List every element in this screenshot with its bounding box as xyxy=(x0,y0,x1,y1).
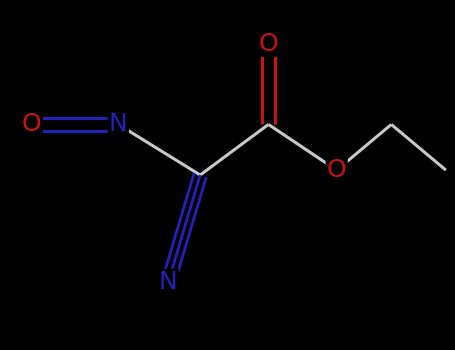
Text: O: O xyxy=(327,158,347,182)
Text: N: N xyxy=(159,270,178,294)
Text: O: O xyxy=(22,112,42,136)
Text: O: O xyxy=(258,32,278,56)
Text: N: N xyxy=(109,112,128,136)
